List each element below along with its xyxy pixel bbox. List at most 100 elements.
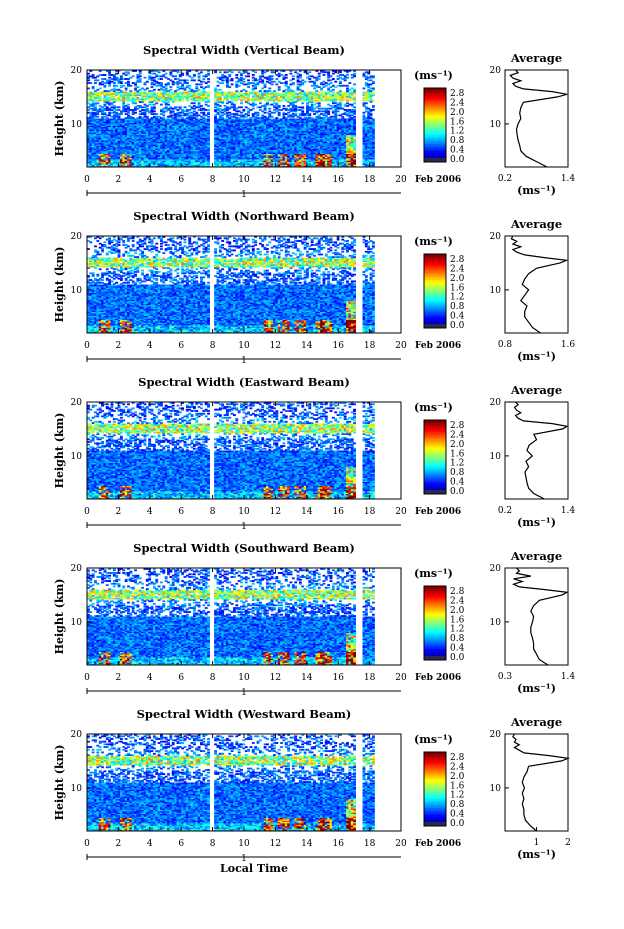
heatmap-cell — [223, 140, 227, 142]
heatmap-cell — [136, 162, 140, 165]
heatmap-cell — [152, 154, 156, 157]
heatmap-cell — [143, 158, 147, 161]
heatmap-cell — [221, 148, 225, 150]
heatmap-cell — [291, 78, 295, 80]
heatmap-cell — [197, 88, 201, 91]
heatmap-cell — [94, 107, 97, 110]
heatmap-cell — [169, 126, 173, 129]
heatmap-cell — [136, 122, 140, 125]
heatmap-cell — [136, 105, 140, 107]
heatmap-cell — [103, 134, 107, 137]
heatmap-cell — [96, 153, 100, 156]
heatmap-cell — [155, 70, 159, 72]
heatmap-cell — [91, 123, 95, 126]
heatmap-cell — [185, 110, 189, 113]
heatmap-cell — [223, 152, 227, 155]
heatmap-cell — [87, 136, 90, 138]
heatmap-cell — [188, 142, 192, 145]
heatmap-cell — [242, 78, 246, 80]
heatmap-cell — [105, 90, 109, 93]
heatmap-cell — [164, 164, 168, 167]
heatmap-cell — [190, 148, 194, 150]
heatmap-cell — [115, 76, 119, 79]
heatmap-cell — [110, 150, 114, 153]
heatmap-cell — [157, 156, 161, 159]
heatmap-cell — [136, 118, 140, 121]
heatmap-cell — [119, 154, 123, 157]
heatmap-cell — [94, 164, 97, 167]
heatmap-cell — [169, 94, 173, 97]
heatmap-cell — [87, 149, 90, 152]
heatmap-cell — [131, 82, 135, 84]
heatmap-cell — [152, 113, 156, 115]
heatmap-cell — [105, 136, 109, 138]
heatmap-cell — [202, 144, 206, 146]
heatmap-cell — [202, 92, 206, 95]
heatmap-cell — [148, 129, 152, 132]
heatmap-cell — [204, 156, 208, 159]
heatmap-cell — [134, 154, 137, 157]
heatmap-cell — [214, 133, 218, 136]
heatmap-cell — [103, 113, 107, 115]
heatmap-cell — [150, 126, 154, 129]
heatmap-cell — [141, 153, 145, 156]
heatmap-cell — [150, 148, 154, 150]
heatmap-cell — [98, 110, 102, 113]
heatmap-cell — [148, 150, 152, 153]
heatmap-cell — [195, 114, 199, 117]
heatmap-cell — [115, 154, 119, 157]
heatmap-cell — [200, 109, 203, 111]
heatmap-cell — [91, 117, 95, 119]
heatmap-cell — [129, 141, 133, 144]
heatmap-cell — [119, 75, 123, 78]
heatmap-cell — [164, 152, 168, 155]
heatmap-cell — [108, 76, 112, 79]
heatmap-cell — [218, 141, 222, 144]
heatmap-cell — [148, 148, 152, 150]
heatmap-cell — [188, 134, 192, 137]
heatmap-cell — [119, 160, 123, 163]
heatmap-cell — [138, 125, 142, 128]
heatmap-cell — [167, 144, 170, 146]
heatmap-cell — [167, 158, 170, 161]
heatmap-cell — [150, 153, 154, 156]
heatmap-cell — [221, 123, 225, 126]
heatmap-cell — [216, 148, 220, 150]
heatmap-cell — [150, 129, 154, 132]
heatmap-cell — [152, 161, 156, 164]
heatmap-cell — [143, 154, 147, 157]
heatmap-cell — [204, 129, 208, 132]
heatmap-cell — [148, 142, 152, 145]
heatmap-cell — [223, 131, 227, 134]
heatmap-cell — [254, 103, 258, 106]
heatmap-cell — [171, 141, 175, 144]
heatmap-cell — [181, 110, 185, 113]
heatmap-cell — [152, 137, 156, 140]
heatmap-cell — [185, 142, 189, 145]
heatmap-cell — [148, 158, 152, 161]
heatmap-cell — [101, 126, 104, 129]
heatmap-cell — [162, 129, 166, 132]
heatmap-cell — [157, 129, 161, 132]
heatmap-cell — [197, 137, 201, 140]
heatmap-cell — [221, 154, 225, 157]
heatmap-cell — [143, 131, 147, 134]
heatmap-cell — [192, 110, 196, 113]
heatmap-cell — [89, 94, 93, 97]
heatmap-cell — [103, 103, 107, 106]
heatmap-cell — [214, 136, 218, 138]
heatmap-cell — [218, 105, 222, 107]
heatmap-cell — [117, 162, 121, 165]
heatmap-cell — [115, 152, 119, 155]
heatmap-cell — [96, 156, 100, 159]
heatmap-cell — [96, 148, 100, 150]
heatmap-cell — [204, 109, 208, 111]
heatmap-cell — [214, 110, 218, 113]
heatmap-cell — [112, 149, 116, 152]
heatmap-cell — [112, 95, 116, 98]
heatmap-cell — [214, 150, 218, 153]
heatmap-cell — [103, 123, 107, 126]
heatmap-cell — [178, 98, 182, 101]
heatmap-cell — [171, 164, 175, 167]
heatmap-cell — [119, 153, 123, 156]
